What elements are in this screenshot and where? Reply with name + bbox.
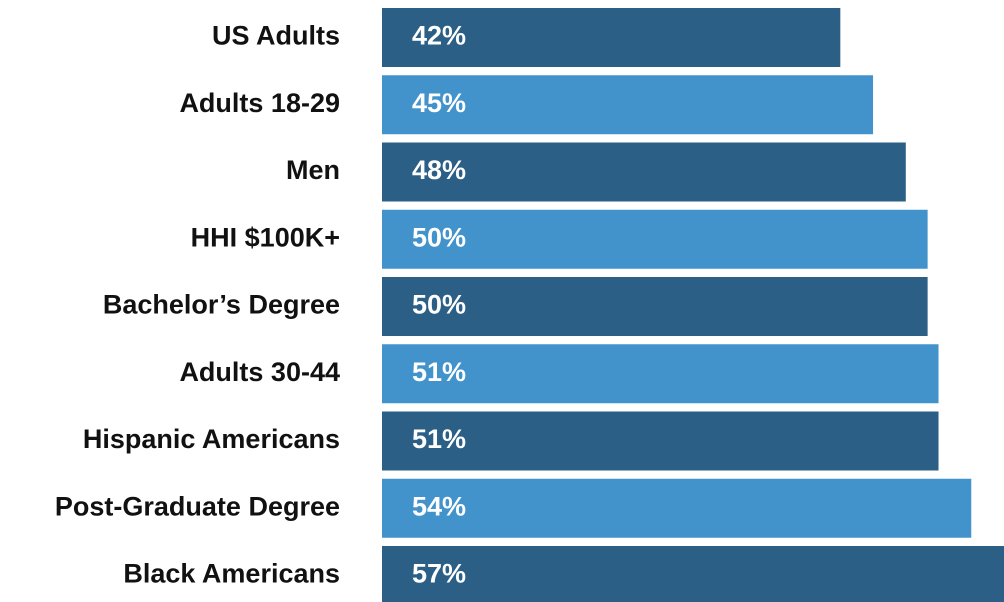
category-label: Adults 30-44 [179,357,340,387]
bar [382,209,928,269]
category-label: Adults 18-29 [179,88,340,118]
bar [382,75,874,135]
value-label: 57% [412,559,466,589]
bar [382,546,1004,602]
category-label: HHI $100K+ [191,222,340,252]
bar [382,478,972,538]
value-label: 51% [412,424,466,454]
value-label: 51% [412,357,466,387]
category-label: Black Americans [123,559,340,589]
value-label: 50% [412,290,466,320]
bar [382,142,906,202]
bar [382,8,841,67]
bar [382,344,939,404]
category-label: Hispanic Americans [83,424,340,454]
category-label: Post-Graduate Degree [55,491,340,521]
category-label: Men [286,155,340,185]
category-label: Bachelor’s Degree [103,290,340,320]
value-label: 50% [412,222,466,252]
value-label: 54% [412,491,466,521]
bar [382,277,928,336]
bar [382,411,939,471]
value-label: 45% [412,88,466,118]
value-label: 42% [412,21,466,51]
category-label: US Adults [212,21,340,51]
value-label: 48% [412,155,466,185]
